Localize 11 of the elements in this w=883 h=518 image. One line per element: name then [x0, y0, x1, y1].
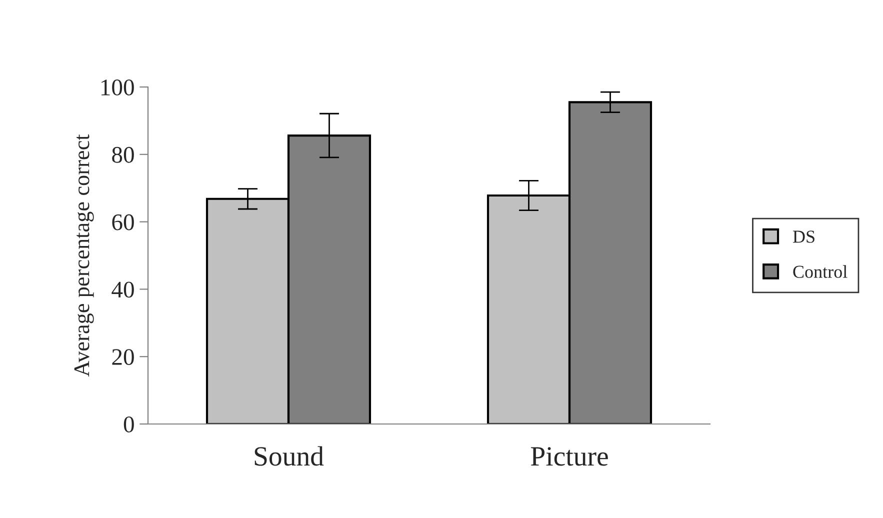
y-tick-label: 20: [112, 349, 134, 366]
y-tick-label: 0: [124, 416, 134, 432]
x-tick-label: Sound: [254, 446, 324, 466]
y-axis-title: Average percentage correct: [74, 134, 94, 377]
legend-label: DS: [792, 230, 814, 243]
y-tick-label: 80: [112, 146, 134, 163]
y-tick-label: 100: [101, 79, 134, 96]
x-tick-label: Picture: [530, 447, 608, 466]
y-tick-label: 40: [112, 282, 134, 298]
legend-label: Control: [793, 265, 848, 278]
y-tick-label: 60: [112, 214, 134, 230]
